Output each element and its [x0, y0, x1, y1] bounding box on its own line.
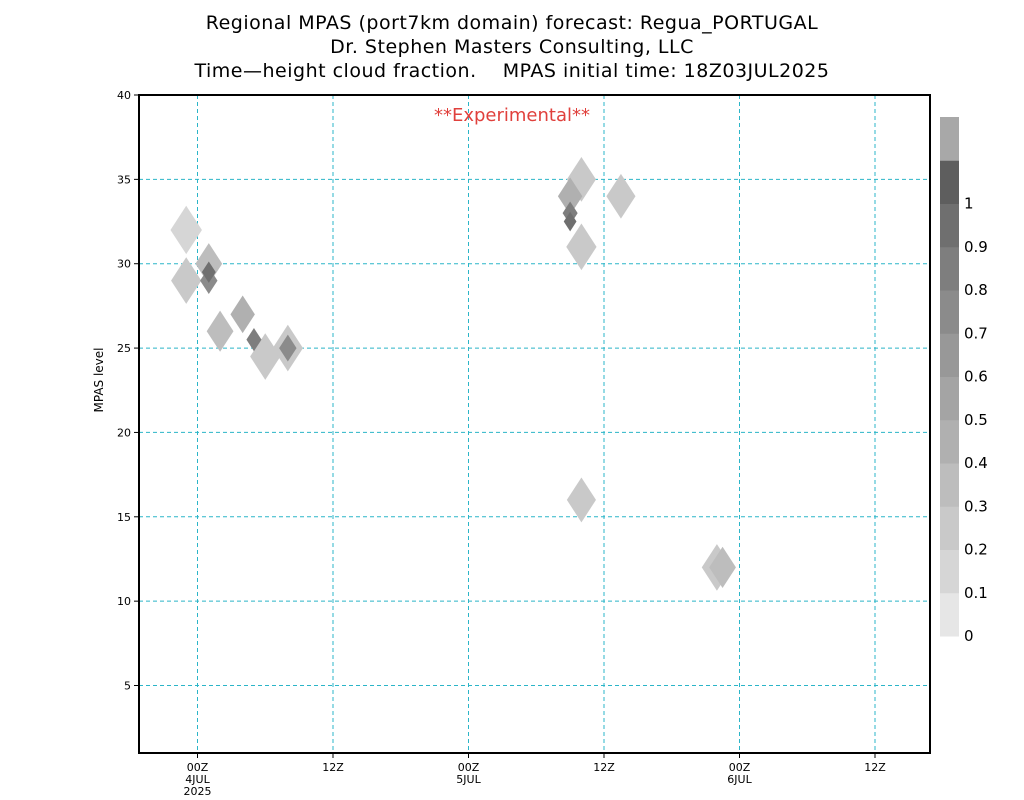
colorbar-label: 0.3: [964, 497, 988, 515]
x-tick-label: 00Z: [187, 761, 209, 774]
cloud-contour: [230, 295, 255, 334]
colorbar-swatch: [940, 117, 959, 161]
colorbar-swatch: [940, 549, 959, 594]
colorbar-label: 0.5: [964, 411, 988, 429]
colorbar-swatch: [940, 419, 959, 464]
x-tick-label: 5JUL: [456, 773, 481, 786]
x-tick-label: 12Z: [593, 761, 615, 774]
cloud-contour: [279, 334, 297, 362]
colorbar-label: 0.6: [964, 368, 988, 386]
y-tick-label: 25: [117, 342, 131, 355]
y-tick-label: 15: [117, 511, 131, 524]
x-tick-label: 4JUL: [185, 773, 210, 786]
cloud-contour: [201, 261, 216, 283]
colorbar-label: 1: [964, 195, 974, 213]
colorbar-swatch: [940, 463, 959, 507]
y-tick-label: 20: [117, 426, 131, 439]
x-tick-label: 2025: [184, 785, 212, 798]
y-tick-label: 35: [117, 173, 131, 186]
x-tick-label: 12Z: [322, 761, 344, 774]
colorbar: 0 0.1 0.2 0.3 0.4 0.5 0.6 0.7 0.8 0.9 1: [940, 117, 988, 645]
cloud-contour: [563, 211, 577, 232]
x-tick-label: 00Z: [729, 761, 751, 774]
cloud-contour: [566, 223, 597, 271]
x-tick-label: 00Z: [458, 761, 480, 774]
cloud-contour: [170, 205, 202, 255]
colorbar-swatch: [940, 203, 959, 248]
colorbar-swatch: [940, 376, 959, 421]
colorbar-swatch: [940, 506, 959, 550]
plot-frame: [138, 94, 931, 754]
y-tick-label: 5: [124, 680, 131, 693]
chart-title-line2: Dr. Stephen Masters Consulting, LLC: [330, 36, 694, 58]
cloud-contour: [557, 177, 583, 216]
cloud-fraction-field: [170, 156, 736, 591]
colorbar-label: 0: [964, 627, 974, 645]
colorbar-label: 0.8: [964, 281, 988, 299]
cloud-contour: [606, 173, 636, 219]
chart-title-line1: Regional MPAS (port7km domain) forecast:…: [205, 12, 819, 34]
cloud-contour: [709, 546, 736, 589]
colorbar-swatch: [940, 290, 959, 334]
experimental-annotation: **Experimental**: [434, 105, 590, 126]
colorbar-label: 0.9: [964, 238, 988, 256]
x-tick-label: 12Z: [864, 761, 886, 774]
cloud-contour: [206, 310, 234, 352]
y-axis: 5 10 15 20 25 30 35 40: [117, 89, 139, 693]
chart-title-line3: Time—height cloud fraction. MPAS initial…: [194, 60, 830, 82]
grid-lines: [139, 95, 930, 753]
colorbar-swatch: [940, 160, 959, 204]
colorbar-swatch: [940, 333, 959, 377]
colorbar-label: 0.1: [964, 584, 988, 602]
y-tick-label: 10: [117, 595, 131, 608]
cloud-contour: [566, 477, 596, 523]
x-tick-label: 6JUL: [727, 773, 752, 786]
y-tick-label: 30: [117, 258, 131, 271]
colorbar-swatch: [940, 592, 959, 637]
colorbar-label: 0.4: [964, 454, 988, 472]
cloud-contour: [246, 328, 262, 352]
cloud-contour: [250, 333, 281, 380]
colorbar-label: 0.2: [964, 541, 988, 559]
colorbar-swatch: [940, 246, 959, 291]
cloud-contour: [171, 257, 202, 304]
y-tick-label: 40: [117, 89, 131, 102]
y-axis-label: MPAS level: [92, 348, 106, 413]
colorbar-label: 0.7: [964, 324, 988, 342]
